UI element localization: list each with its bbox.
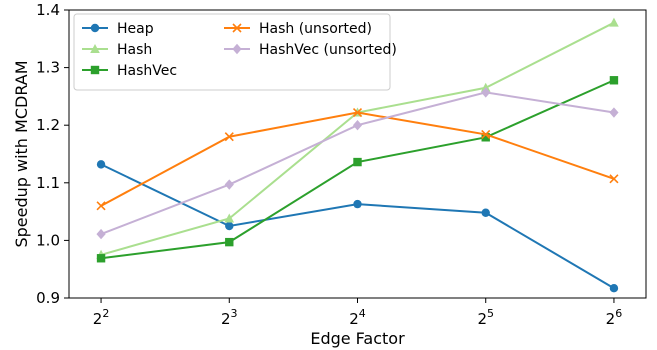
data-point-0-4 <box>609 284 619 293</box>
data-point-0-2 <box>353 199 362 209</box>
y-tick-label-3: 1.2 <box>36 116 60 134</box>
legend-marker-2 <box>90 65 100 75</box>
legend-label-3: Hash (unsorted) <box>259 21 372 37</box>
data-point-3-0 <box>96 201 106 211</box>
data-point-1-4 <box>609 17 619 27</box>
series-0 <box>96 160 619 293</box>
data-point-0-1 <box>225 221 234 231</box>
data-point-2-0 <box>96 254 106 263</box>
y-tick-label-4: 1.3 <box>36 59 60 77</box>
legend-label-1: Hash <box>117 42 152 58</box>
y-axis-label: Speedup with MCDRAM <box>12 60 31 247</box>
legend-marker-1 <box>90 44 100 53</box>
legend-item-4: HashVec (unsorted) <box>224 42 397 58</box>
data-point-2-2 <box>353 157 362 167</box>
y-tick-label-2: 1.1 <box>36 174 60 192</box>
data-point-2-3 <box>481 133 490 142</box>
legend-item-3: Hash (unsorted) <box>224 21 372 37</box>
series-line-0 <box>100 163 615 290</box>
legend-marker-4 <box>232 43 242 55</box>
series-2 <box>96 76 619 263</box>
series-line-2 <box>100 79 615 260</box>
data-point-3-2 <box>352 107 363 118</box>
legend-marker-0 <box>90 23 100 33</box>
data-point-3-1 <box>224 132 234 142</box>
data-point-1-1 <box>224 213 235 223</box>
y-tick-label-1: 1.0 <box>36 231 60 249</box>
series-3 <box>96 107 619 211</box>
axis-layer: 0.9 1.0 1.1 1.2 1.3 1.4 22 23 24 25 26 <box>36 1 622 328</box>
data-point-4-4 <box>609 107 619 118</box>
data-point-2-4 <box>609 76 619 85</box>
legend-box <box>73 13 391 91</box>
legend-item-2: HashVec <box>82 63 177 79</box>
x-tick-label-1: 23 <box>221 307 238 328</box>
plot-layer <box>96 17 619 293</box>
data-point-4-1 <box>224 179 234 190</box>
x-axis-label: Edge Factor <box>310 329 405 348</box>
data-point-3-4 <box>609 174 619 184</box>
data-point-0-0 <box>96 160 106 169</box>
series-4 <box>96 87 619 240</box>
legend-item-0: Heap <box>82 21 154 37</box>
data-point-0-3 <box>481 208 490 217</box>
x-tick-label-0: 22 <box>93 307 110 328</box>
data-point-4-2 <box>352 120 363 131</box>
legend-item-1: Hash <box>82 42 152 58</box>
x-tick-label-3: 25 <box>477 307 494 328</box>
x-tick-label-4: 26 <box>606 307 623 328</box>
data-point-2-1 <box>225 237 234 247</box>
legend-marker-3 <box>232 23 242 33</box>
legend: Heap Hash HashVec Hash (unsorted) HashVec (u… <box>73 13 397 91</box>
data-point-4-3 <box>481 87 491 98</box>
data-point-3-3 <box>481 129 491 139</box>
legend-label-0: Heap <box>117 21 154 37</box>
y-tick-label-5: 1.4 <box>36 1 60 19</box>
x-tick-label-2: 24 <box>349 307 366 328</box>
legend-label-2: HashVec <box>117 63 177 79</box>
data-point-4-0 <box>96 228 106 240</box>
legend-label-4: HashVec (unsorted) <box>259 42 397 58</box>
y-tick-label-0: 0.9 <box>36 289 60 307</box>
